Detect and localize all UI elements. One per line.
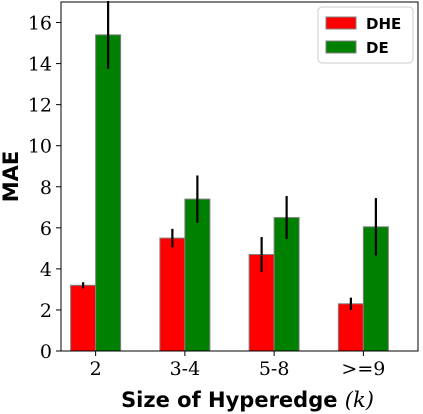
x-tick-label: 3-4 xyxy=(170,358,201,380)
y-tick-label: 12 xyxy=(28,95,52,117)
plot-frame xyxy=(60,1,419,352)
y-tick-label: 6 xyxy=(40,218,52,240)
legend-swatch-dhe xyxy=(325,16,357,30)
y-axis: 0 2 4 6 8 10 12 14 16 xyxy=(28,13,61,363)
y-tick-label: 8 xyxy=(40,177,52,199)
y-tick-label: 14 xyxy=(28,54,52,76)
x-axis-label-text: Size of Hyperedge xyxy=(121,388,337,412)
x-tick-label: >=9 xyxy=(341,358,385,380)
y-tick-label: 2 xyxy=(40,300,52,322)
bar-dhe-0 xyxy=(70,284,97,352)
legend-label-dhe: DHE xyxy=(366,15,401,33)
error-bars-layer xyxy=(82,0,377,310)
x-tick-label: 5-8 xyxy=(259,358,290,380)
bar-dhe-3 xyxy=(337,303,364,352)
legend: DHE DE xyxy=(317,6,414,64)
x-axis-label-symbol: (k) xyxy=(345,388,374,412)
bar-de-0 xyxy=(95,34,122,352)
bar-de-1 xyxy=(184,198,211,352)
y-tick-label: 10 xyxy=(28,136,52,158)
legend-swatch-de xyxy=(325,40,357,54)
x-axis: 2 3-4 5-8 >=9 xyxy=(90,351,385,380)
bars-layer xyxy=(70,34,389,352)
x-tick-label: 2 xyxy=(90,358,102,380)
y-tick-label: 16 xyxy=(28,13,52,35)
y-tick-label: 4 xyxy=(40,259,52,281)
y-tick-label: 0 xyxy=(40,341,52,363)
legend-label-de: DE xyxy=(366,39,389,57)
y-axis-label: MAE xyxy=(0,151,23,203)
bar-dhe-1 xyxy=(159,237,186,352)
bar-de-3 xyxy=(362,226,389,352)
x-axis-label: Size of Hyperedge (k) xyxy=(121,388,374,412)
